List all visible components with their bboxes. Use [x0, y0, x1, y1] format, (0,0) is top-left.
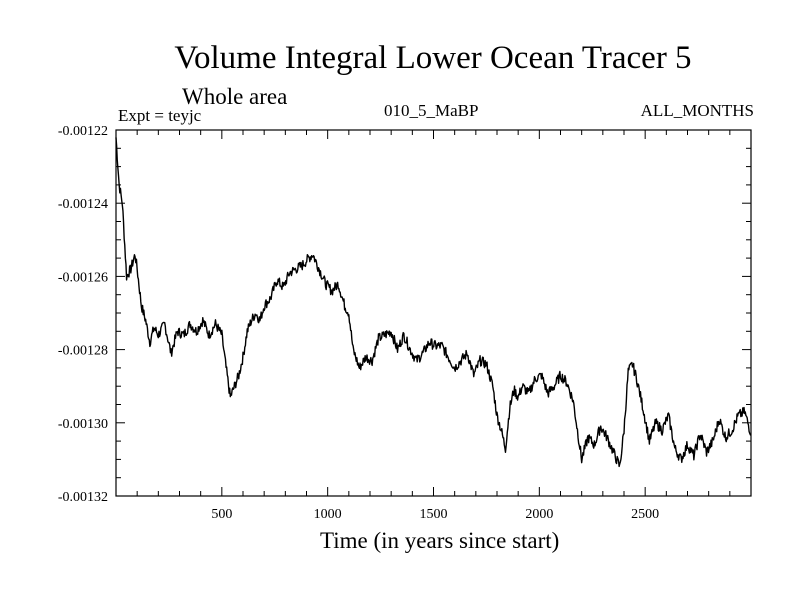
plot-frame	[115, 129, 752, 497]
experiment-label: Expt = teyjc	[118, 106, 202, 125]
run-label: 010_5_MaBP	[384, 101, 479, 120]
x-tick-label: 2000	[525, 507, 553, 522]
x-tick-label: 500	[211, 507, 232, 522]
y-tick-label: -0.00132	[58, 490, 108, 505]
y-tick-label: -0.00130	[58, 417, 108, 432]
y-tick-label: -0.00122	[58, 124, 108, 139]
x-tick-label: 1500	[420, 507, 448, 522]
x-tick-label: 2500	[631, 507, 659, 522]
chart-title: Volume Integral Lower Ocean Tracer 5	[174, 40, 692, 76]
x-tick-label: 1000	[314, 507, 342, 522]
y-tick-label: -0.00124	[58, 197, 108, 212]
y-tick-label: -0.00126	[58, 270, 108, 285]
series-line	[115, 137, 752, 468]
y-tick-label: -0.00128	[58, 344, 108, 359]
chart-subtitle: Whole area	[182, 84, 288, 109]
period-label: ALL_MONTHS	[640, 101, 754, 120]
x-axis-label: Time (in years since start)	[320, 528, 560, 553]
